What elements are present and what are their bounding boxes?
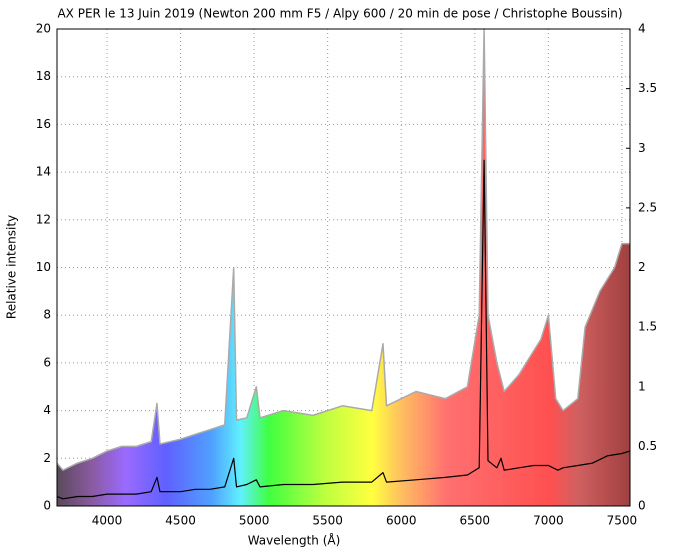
y-axis-label: Relative intensity	[5, 215, 19, 319]
x-tick-label: 6500	[460, 514, 491, 528]
y2-tick-label: 4	[638, 22, 646, 36]
y-tick-label: 16	[36, 117, 51, 131]
y2-tick-label: 2.5	[638, 200, 657, 214]
y-tick-label: 6	[43, 355, 51, 369]
plot-frame	[56, 28, 631, 507]
y-tick-label: 10	[36, 260, 51, 274]
x-tick-label: 6000	[386, 514, 417, 528]
series-line	[56, 159, 631, 500]
y2-tick-label: 3.5	[638, 81, 657, 95]
x-tick-label: 4000	[92, 514, 123, 528]
y2-tick-label: 0	[638, 499, 646, 513]
x-tick-label: 5000	[239, 514, 270, 528]
y2-tick-label: 1.5	[638, 320, 657, 334]
x-tick-label: 7000	[533, 514, 564, 528]
y2-tick-label: 3	[638, 141, 646, 155]
y2-tick-label: 0.5	[638, 439, 657, 453]
y-tick-label: 2	[43, 451, 51, 465]
x-tick-label: 5500	[312, 514, 343, 528]
x-tick-label: 7500	[607, 514, 638, 528]
y-tick-label: 18	[36, 69, 51, 83]
y-tick-label: 14	[36, 165, 51, 179]
x-axis-label: Wavelength (Å)	[248, 533, 341, 548]
chart-title: AX PER le 13 Juin 2019 (Newton 200 mm F5…	[57, 7, 622, 21]
x-tick-label: 4500	[165, 514, 196, 528]
y-tick-label: 4	[43, 403, 51, 417]
y-tick-label: 12	[36, 212, 51, 226]
y2-tick-label: 1	[638, 379, 646, 393]
y2-tick-label: 2	[638, 260, 646, 274]
y-tick-label: 8	[43, 308, 51, 322]
series-line	[56, 28, 630, 471]
y-tick-label: 0	[43, 499, 51, 513]
y-tick-label: 20	[36, 22, 51, 36]
